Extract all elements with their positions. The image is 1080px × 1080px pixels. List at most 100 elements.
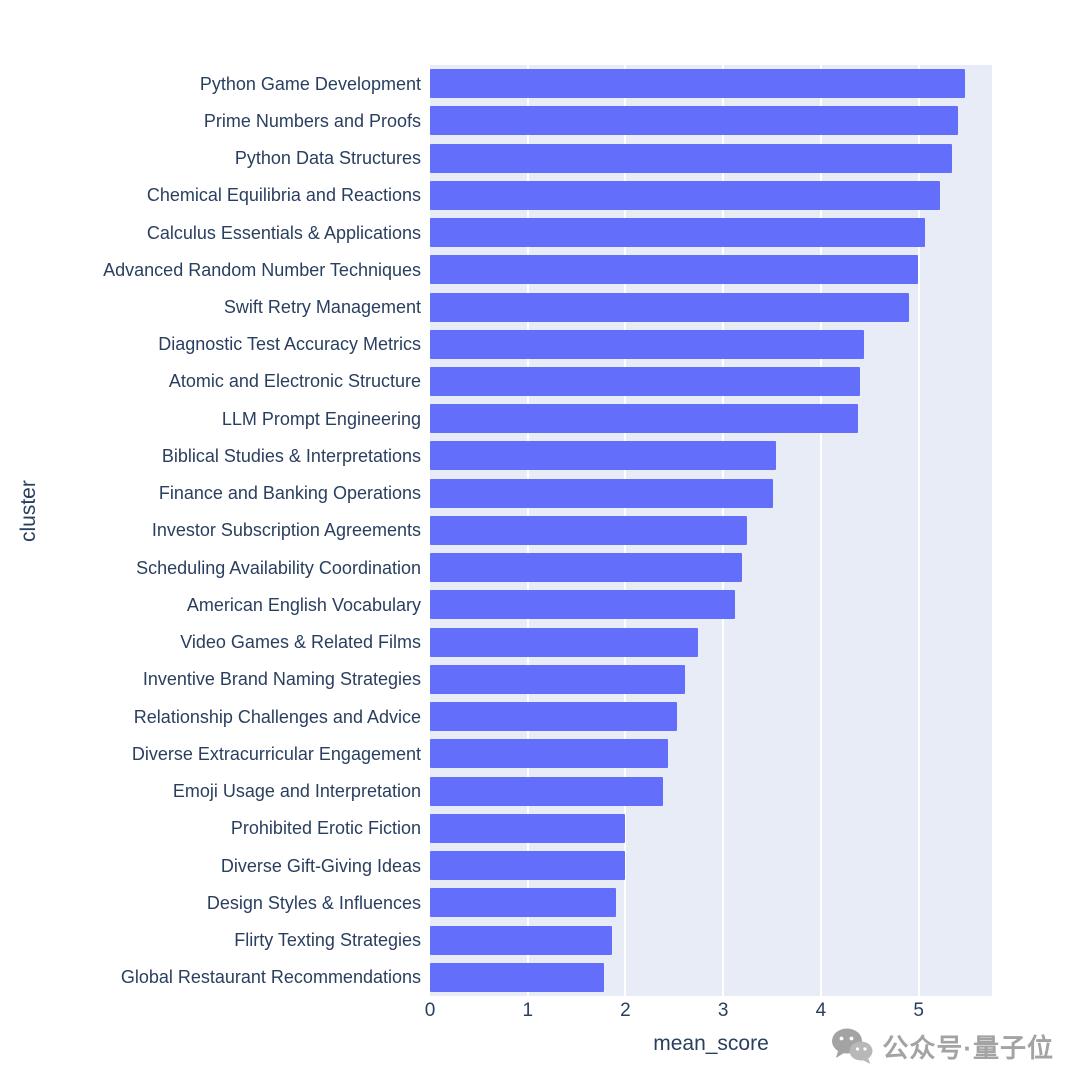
bar-track xyxy=(430,702,992,732)
bar-row: Flirty Texting Strategies xyxy=(0,921,992,958)
bar-row: Video Games & Related Films xyxy=(0,624,992,661)
bar xyxy=(430,366,861,396)
bar xyxy=(430,739,668,769)
watermark-text: 公众号·量子位 xyxy=(882,1032,1054,1063)
bar xyxy=(430,441,776,471)
x-axis-ticks: 0 1 2 3 4 5 xyxy=(425,1000,992,1026)
x-tick-label: 1 xyxy=(522,1000,534,1021)
category-label: Inventive Brand Naming Strategies xyxy=(142,669,421,690)
bar-row: Prime Numbers and Proofs xyxy=(0,102,992,139)
bar-row: Swift Retry Management xyxy=(0,288,992,325)
category-label: Relationship Challenges and Advice xyxy=(133,706,421,727)
bar-track xyxy=(430,218,992,248)
bar-track xyxy=(430,366,992,396)
category-label: Scheduling Availability Coordination xyxy=(136,557,421,578)
category-label: Python Game Development xyxy=(199,73,421,94)
bar-row: American English Vocabulary xyxy=(0,586,992,623)
x-tick-label: 5 xyxy=(913,1000,924,1021)
bar xyxy=(430,702,678,732)
x-tick-label: 2 xyxy=(620,1000,631,1021)
bar-track xyxy=(430,962,992,992)
category-label: Diagnostic Test Accuracy Metrics xyxy=(158,334,421,355)
bar-row: Chemical Equilibria and Reactions xyxy=(0,177,992,214)
bar-track xyxy=(430,739,992,769)
bar-track xyxy=(430,292,992,322)
bar-row: Diagnostic Test Accuracy Metrics xyxy=(0,326,992,363)
bar-track xyxy=(430,925,992,955)
bar-track xyxy=(430,515,992,545)
gridline xyxy=(819,65,822,996)
bar xyxy=(430,515,747,545)
bar-row: Inventive Brand Naming Strategies xyxy=(0,661,992,698)
category-label: Atomic and Electronic Structure xyxy=(168,371,421,392)
category-label: Diverse Gift-Giving Ideas xyxy=(220,855,421,876)
category-label: Design Styles & Influences xyxy=(206,892,421,913)
gridline xyxy=(917,65,920,996)
bar xyxy=(430,478,774,508)
bar-row: Biblical Studies & Interpretations xyxy=(0,437,992,474)
category-label: Prime Numbers and Proofs xyxy=(203,110,421,131)
bar-track xyxy=(430,404,992,434)
bar-track xyxy=(430,590,992,620)
category-label: Python Data Structures xyxy=(234,148,421,169)
bar-row: Investor Subscription Agreements xyxy=(0,512,992,549)
category-label: Diverse Extracurricular Engagement xyxy=(131,743,421,764)
bar xyxy=(430,69,965,99)
bar xyxy=(430,590,735,620)
bar xyxy=(430,813,626,843)
bar-row: Prohibited Erotic Fiction xyxy=(0,810,992,847)
category-label: Global Restaurant Recommendations xyxy=(120,967,421,988)
category-label: Biblical Studies & Interpretations xyxy=(161,445,421,466)
bar-row: Python Game Development xyxy=(0,65,992,102)
bar-row: Global Restaurant Recommendations xyxy=(0,959,992,996)
watermark: 公众号·量子位 xyxy=(830,1026,1054,1066)
bar xyxy=(430,292,909,322)
bar xyxy=(430,925,612,955)
bar-track xyxy=(430,143,992,173)
bar xyxy=(430,218,925,248)
category-label: Emoji Usage and Interpretation xyxy=(172,781,421,802)
bar-track xyxy=(430,441,992,471)
bar-track xyxy=(430,106,992,136)
bar-row: Diverse Gift-Giving Ideas xyxy=(0,847,992,884)
bar xyxy=(430,255,918,285)
bar xyxy=(430,106,958,136)
bar xyxy=(430,180,941,210)
bar-row: Scheduling Availability Coordination xyxy=(0,549,992,586)
category-label: Swift Retry Management xyxy=(223,297,421,318)
bar-row: Finance and Banking Operations xyxy=(0,475,992,512)
bar-track xyxy=(430,180,992,210)
bar xyxy=(430,851,625,881)
bar-row: Atomic and Electronic Structure xyxy=(0,363,992,400)
bar xyxy=(430,888,616,918)
bar xyxy=(430,404,859,434)
bar-track xyxy=(430,851,992,881)
x-tick-label: 0 xyxy=(424,1000,436,1021)
bar-row: Relationship Challenges and Advice xyxy=(0,698,992,735)
bar-row: Diverse Extracurricular Engagement xyxy=(0,735,992,772)
bar xyxy=(430,143,952,173)
bar xyxy=(430,776,663,806)
bar-track xyxy=(430,553,992,583)
category-label: Prohibited Erotic Fiction xyxy=(230,818,421,839)
bar xyxy=(430,962,604,992)
bar-row: Advanced Random Number Techniques xyxy=(0,251,992,288)
bar-track xyxy=(430,69,992,99)
x-tick-label: 3 xyxy=(717,1000,729,1021)
x-axis-title: mean_score xyxy=(653,1032,769,1055)
category-label: Flirty Texting Strategies xyxy=(234,930,421,950)
category-label: Video Games & Related Films xyxy=(180,632,421,653)
category-label: Chemical Equilibria and Reactions xyxy=(146,185,421,206)
bar-row: LLM Prompt Engineering xyxy=(0,400,992,437)
wechat-icon xyxy=(832,1028,873,1064)
bar-row: Calculus Essentials & Applications xyxy=(0,214,992,251)
rows: Python Game Development Prime Numbers and… xyxy=(0,65,992,996)
bar-track xyxy=(430,776,992,806)
bar-track xyxy=(430,255,992,285)
bar-track xyxy=(430,627,992,657)
bar-track xyxy=(430,813,992,843)
bar-track xyxy=(430,888,992,918)
bar xyxy=(430,329,864,359)
bar-row: Emoji Usage and Interpretation xyxy=(0,772,992,809)
bar-track xyxy=(430,664,992,694)
